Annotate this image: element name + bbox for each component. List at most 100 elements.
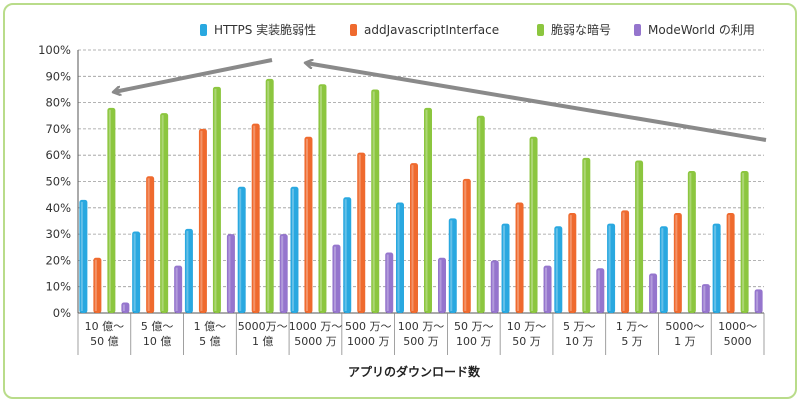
y-tick-label: 80%	[45, 96, 71, 110]
bar-highlight	[608, 225, 611, 311]
bar	[635, 160, 644, 313]
arrow-right	[306, 63, 767, 142]
bar	[438, 257, 446, 313]
bar-fill	[79, 199, 88, 313]
bar-fill	[515, 202, 524, 313]
bar-highlight	[267, 80, 270, 312]
y-tick-label: 60%	[45, 148, 71, 162]
bar	[659, 226, 668, 313]
bar	[607, 223, 616, 313]
bar-highlight	[531, 138, 534, 311]
x-tick-label: 100 万〜	[398, 320, 445, 333]
bar	[79, 199, 88, 313]
bar-highlight	[161, 115, 164, 312]
bar	[121, 302, 130, 313]
bar	[673, 213, 682, 313]
bar-highlight	[464, 180, 467, 311]
bar	[132, 231, 141, 313]
legend-label: addJavascriptInterface	[364, 23, 499, 37]
y-tick-label: 70%	[45, 122, 71, 136]
bar-highlight	[756, 291, 759, 311]
bar-fill	[304, 136, 313, 313]
x-tick-label: 500 万	[403, 335, 439, 348]
bar	[462, 178, 471, 313]
bar	[146, 176, 155, 313]
bar-fill	[410, 163, 418, 313]
bar-highlight	[555, 228, 558, 311]
x-tick-label: 50 万	[512, 335, 541, 348]
bar	[184, 228, 193, 313]
bar	[304, 136, 313, 313]
bar-fill	[582, 157, 591, 313]
bar-fill	[184, 228, 193, 313]
x-tick-label: 5000	[724, 335, 752, 348]
bar-fill	[462, 178, 471, 313]
bar-fill	[529, 136, 538, 313]
bar-highlight	[650, 275, 653, 311]
bar-fill	[212, 86, 221, 313]
bar-highlight	[344, 199, 347, 311]
bar-highlight	[661, 228, 664, 311]
x-tick-label: 5 億〜	[141, 320, 174, 333]
bar	[596, 268, 605, 313]
bar	[515, 202, 524, 313]
x-tick-label: 10 億	[143, 335, 172, 348]
x-tick-label: 10 億〜	[85, 320, 125, 333]
bar-fill	[596, 268, 605, 313]
bar	[554, 226, 563, 313]
bar	[198, 128, 207, 313]
x-tick-label: 5 億	[199, 335, 221, 348]
bar	[160, 113, 169, 314]
bar-fill	[501, 223, 510, 313]
bar-fill	[424, 107, 432, 313]
bar	[448, 218, 457, 313]
bar-highlight	[478, 117, 481, 311]
bar	[318, 84, 327, 313]
bar-fill	[290, 186, 299, 313]
bar-fill	[740, 170, 749, 313]
trend-arrows	[114, 58, 767, 142]
y-tick-label: 0%	[53, 306, 71, 320]
x-tick-label: 5000 万	[294, 335, 337, 348]
bar-fill	[357, 152, 366, 313]
bar-fill	[385, 252, 394, 313]
bar-fill	[174, 265, 183, 313]
bar	[343, 197, 352, 313]
legend-swatch	[350, 24, 357, 36]
bar	[712, 223, 721, 313]
bar-fill	[490, 260, 499, 313]
x-tick-label: 1000 万	[347, 335, 390, 348]
bar-highlight	[728, 215, 731, 311]
bar	[290, 186, 299, 313]
bar	[107, 107, 116, 313]
bar	[726, 213, 735, 313]
y-tick-label: 40%	[45, 201, 71, 215]
bar-fill	[237, 186, 246, 313]
bar-highlight	[636, 162, 639, 311]
bar-highlight	[439, 259, 442, 311]
bar	[740, 170, 749, 313]
bar-fill	[279, 234, 288, 313]
bar-highlight	[569, 215, 572, 311]
bar-fill	[649, 273, 658, 313]
bar-fill	[318, 84, 327, 313]
bar-fill	[568, 213, 577, 313]
bar-fill	[607, 223, 616, 313]
bar	[424, 107, 432, 313]
bar-highlight	[228, 236, 231, 311]
bar-fill	[226, 234, 235, 313]
bar-highlight	[333, 246, 336, 311]
x-tick-label: 500 万〜	[345, 320, 392, 333]
y-tick-label: 20%	[45, 253, 71, 267]
bar-highlight	[742, 172, 745, 311]
bar-highlight	[186, 230, 189, 311]
bar-fill	[132, 231, 141, 313]
bar-highlight	[517, 204, 520, 311]
bar-fill	[726, 213, 735, 313]
bar-fill	[343, 197, 352, 313]
bar-highlight	[80, 201, 83, 311]
bar	[501, 223, 510, 313]
bar-highlight	[281, 236, 284, 311]
bar-highlight	[253, 125, 256, 311]
legend: HTTPS 実装脆弱性 addJavascriptInterface 脆弱な暗号 Mo…	[200, 22, 755, 37]
